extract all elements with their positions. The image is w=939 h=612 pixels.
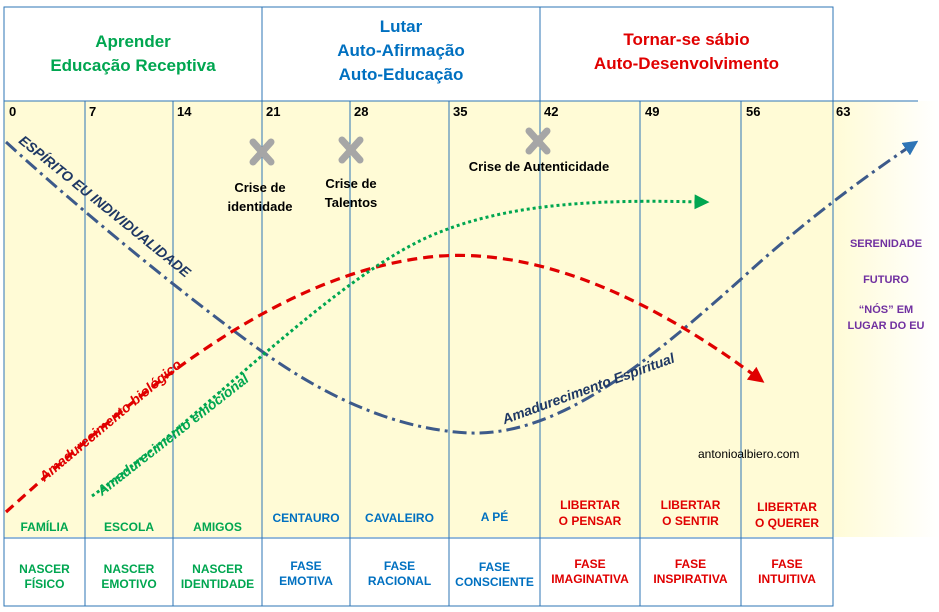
phase-line: FASE: [478, 560, 511, 574]
crisis-line: identidade: [227, 199, 293, 214]
phase-fase-intuitiva: FASE INTUITIVA: [741, 557, 833, 587]
age-label: 63: [836, 104, 851, 119]
stage-label-line: LIBERTAR: [660, 498, 721, 512]
side-label-lugar-do-eu: LUGAR DO EU: [847, 320, 925, 332]
phase-line: INTUITIVA: [758, 572, 816, 586]
age-label: 14: [177, 104, 192, 119]
age-label: 42: [544, 104, 559, 119]
age-label: 49: [645, 104, 660, 119]
crisis-line: Crise de: [325, 176, 377, 191]
phase-fase-racional: FASE RACIONAL: [350, 559, 449, 589]
phase-fase-consciente: FASE CONSCIENTE: [449, 560, 540, 590]
stage-label-libertar-sentir: LIBERTAR O SENTIR: [640, 497, 741, 529]
header-lutar: Lutar Auto-Afirmação Auto-Educação: [262, 15, 540, 87]
header-title: Aprender: [95, 32, 171, 51]
header-tornar-se-sabio: Tornar-se sábio Auto-Desenvolvimento: [540, 28, 833, 76]
crisis-line: Talentos: [324, 195, 378, 210]
stage-label-line: LIBERTAR: [560, 498, 620, 512]
phase-fase-emotiva: FASE EMOTIVA: [262, 559, 350, 589]
phase-line: EMOTIVA: [279, 574, 333, 588]
stage-label-centauro: CENTAURO: [272, 511, 340, 525]
stage-label-escola: ESCOLA: [103, 520, 154, 534]
grid-lines: [3, 101, 834, 606]
crisis-line: Crise de Autenticidade: [468, 159, 610, 174]
crisis-identity-label: Crise de identidade: [214, 178, 306, 216]
header-subtitle-2: Auto-Educação: [338, 65, 464, 84]
phase-line: NASCER: [19, 562, 70, 576]
header-subtitle: Auto-Desenvolvimento: [593, 54, 780, 73]
spirit-individuality-curve: [4, 140, 919, 435]
phase-fase-inspirativa: FASE INSPIRATIVA: [640, 557, 741, 587]
phase-line: INSPIRATIVA: [653, 572, 728, 586]
biological-maturation-curve: [4, 253, 765, 514]
age-label: 56: [746, 104, 761, 119]
stage-label-libertar-querer: LIBERTAR O QUERER: [741, 499, 833, 531]
age-label: 21: [266, 104, 281, 119]
phase-line: EMOTIVO: [101, 577, 157, 591]
emotional-maturation-curve: [91, 194, 710, 498]
age-label: 7: [89, 104, 97, 119]
stage-label-familia: FAMÍLIA: [20, 520, 69, 534]
cross-mark-identity: [249, 138, 275, 166]
crisis-authenticity-label: Crise de Autenticidade: [452, 157, 626, 176]
cross-mark-talents: [338, 136, 364, 164]
phase-nascer-emotivo: NASCER EMOTIVO: [85, 562, 173, 592]
phase-line: FASE: [674, 557, 707, 571]
phase-line: FÍSICO: [24, 577, 65, 591]
phase-line: IMAGINATIVA: [551, 572, 629, 586]
stage-label-line: O PENSAR: [558, 514, 622, 528]
phase-nascer-identidade: NASCER IDENTIDADE: [173, 562, 262, 592]
side-label-serenidade: SERENIDADE: [849, 238, 923, 250]
side-label-futuro: FUTURO: [863, 274, 909, 286]
age-label: 28: [354, 104, 369, 119]
phase-fase-imaginativa: FASE IMAGINATIVA: [540, 557, 640, 587]
header-title: Tornar-se sábio: [623, 30, 750, 49]
stage-label-line: O QUERER: [754, 516, 819, 530]
phase-nascer-fisico: NASCER FÍSICO: [4, 562, 85, 592]
age-label: 35: [453, 104, 468, 119]
phase-line: RACIONAL: [367, 574, 432, 588]
stage-label-amigos: AMIGOS: [193, 520, 242, 534]
phase-line: FASE: [383, 559, 416, 573]
header-box: [3, 6, 834, 102]
cross-mark-authenticity: [525, 127, 551, 155]
stage-label-a-pe: A PÉ: [480, 510, 509, 524]
phase-line: CONSCIENTE: [455, 575, 534, 589]
future-fade-area: [833, 101, 939, 537]
age-label: 0: [9, 104, 17, 119]
watermark-text: antonioalbiero.com: [698, 447, 800, 461]
phase-table: [3, 537, 834, 607]
stage-label-cavaleiro: CAVALEIRO: [365, 511, 434, 525]
crisis-line: Crise de: [234, 180, 286, 195]
phase-table-dividers: [84, 538, 742, 606]
phase-line: FASE: [290, 559, 322, 573]
header-aprender: Aprender Educação Receptiva: [4, 30, 262, 78]
header-subtitle: Educação Receptiva: [50, 56, 216, 75]
phase-line: IDENTIDADE: [180, 577, 255, 591]
phase-line: NASCER: [103, 562, 155, 576]
phase-line: NASCER: [192, 562, 243, 576]
stage-label-line: LIBERTAR: [757, 500, 817, 514]
crisis-talents-label: Crise de Talentos: [308, 174, 394, 212]
side-label-nos: “NÓS” EM: [858, 304, 914, 316]
phase-line: FASE: [771, 557, 803, 571]
header-title: Lutar: [379, 17, 423, 36]
stage-label-libertar-pensar: LIBERTAR O PENSAR: [540, 497, 640, 529]
header-subtitle: Auto-Afirmação: [337, 41, 465, 60]
stage-label-line: O SENTIR: [662, 514, 719, 528]
phase-line: FASE: [574, 557, 606, 571]
